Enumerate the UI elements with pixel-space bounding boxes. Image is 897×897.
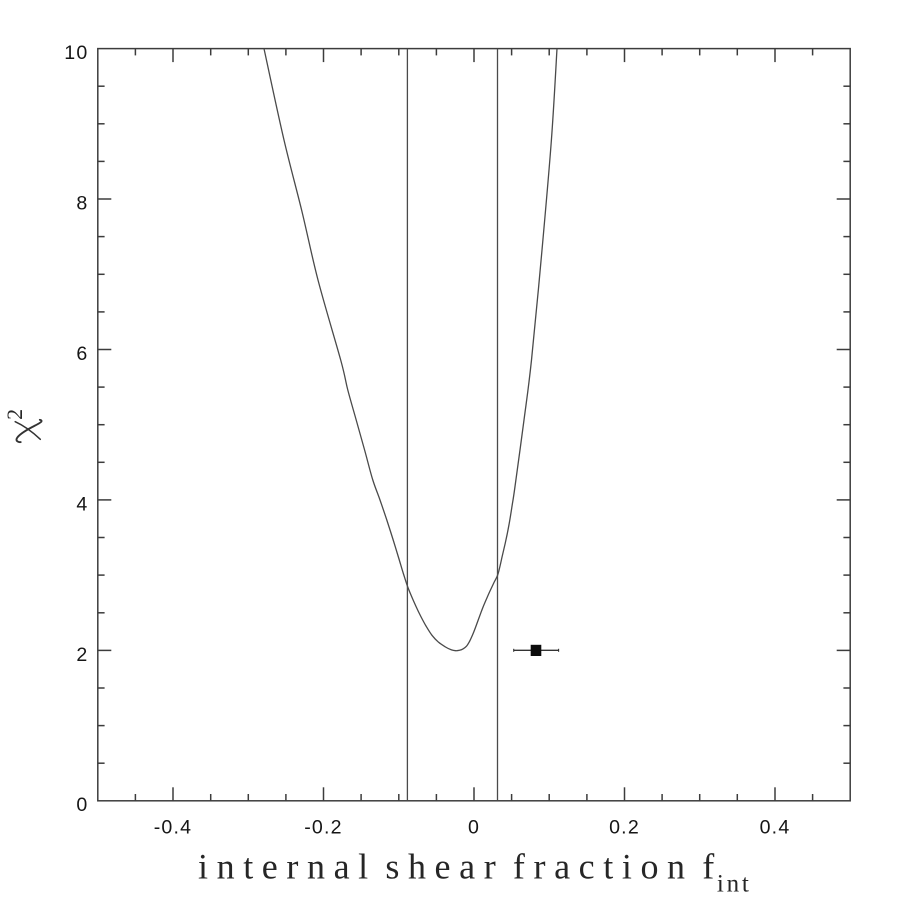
svg-text:-0.4: -0.4 — [154, 817, 193, 839]
svg-text:0.2: 0.2 — [609, 817, 640, 839]
svg-text:10: 10 — [64, 42, 88, 64]
svg-text:4: 4 — [76, 493, 88, 515]
svg-text:2: 2 — [76, 644, 88, 666]
svg-text:0.4: 0.4 — [760, 817, 791, 839]
svg-text:0: 0 — [468, 817, 480, 839]
svg-text:8: 8 — [76, 192, 88, 214]
svg-text:-0.2: -0.2 — [304, 817, 343, 839]
svg-text:2: 2 — [2, 409, 27, 420]
svg-text:6: 6 — [76, 343, 88, 365]
svg-text:0: 0 — [76, 794, 88, 816]
